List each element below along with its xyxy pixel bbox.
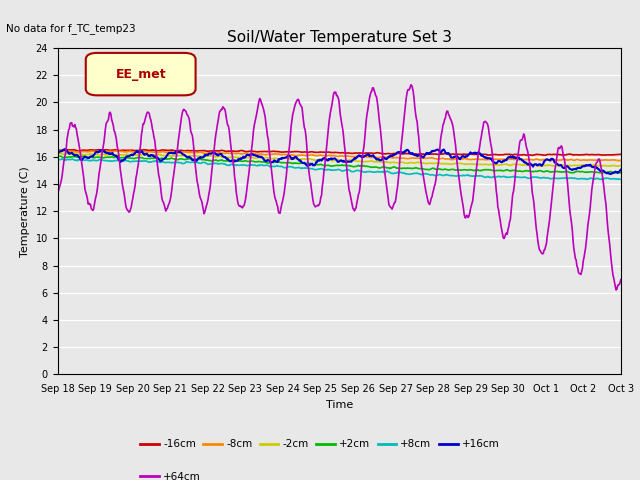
+8cm — [210, 161, 218, 167]
+8cm — [617, 177, 625, 182]
-8cm — [209, 150, 216, 156]
+8cm — [598, 177, 606, 182]
+8cm — [123, 158, 131, 164]
-2cm — [123, 151, 131, 157]
Line: +16cm: +16cm — [58, 149, 621, 174]
-8cm — [424, 155, 432, 161]
-8cm — [617, 158, 625, 164]
-2cm — [617, 163, 625, 168]
Line: +8cm: +8cm — [58, 159, 621, 180]
-8cm — [179, 149, 187, 155]
-16cm — [61, 147, 69, 153]
+2cm — [54, 154, 61, 160]
+16cm — [65, 150, 72, 156]
+2cm — [408, 166, 416, 171]
+64cm — [64, 132, 72, 137]
+2cm — [180, 156, 188, 162]
+16cm — [408, 150, 416, 156]
Line: +2cm: +2cm — [58, 156, 621, 173]
Line: -8cm: -8cm — [58, 151, 621, 161]
Line: +64cm: +64cm — [58, 85, 621, 290]
-8cm — [408, 155, 415, 161]
+2cm — [123, 155, 131, 160]
Text: EE_met: EE_met — [116, 68, 166, 81]
-8cm — [122, 149, 129, 155]
X-axis label: Time: Time — [326, 400, 353, 409]
+16cm — [180, 152, 188, 157]
+8cm — [180, 160, 188, 166]
+64cm — [617, 277, 625, 283]
+16cm — [54, 150, 61, 156]
Title: Soil/Water Temperature Set 3: Soil/Water Temperature Set 3 — [227, 30, 452, 46]
+2cm — [425, 167, 433, 172]
-16cm — [617, 152, 625, 157]
-16cm — [123, 147, 131, 153]
+2cm — [210, 157, 218, 163]
-2cm — [57, 151, 65, 156]
-16cm — [54, 147, 61, 153]
+8cm — [58, 156, 66, 162]
+64cm — [612, 287, 620, 293]
+8cm — [54, 157, 61, 163]
Line: -2cm: -2cm — [58, 154, 621, 166]
+2cm — [611, 170, 619, 176]
+64cm — [209, 160, 216, 166]
-2cm — [425, 160, 433, 166]
+64cm — [122, 203, 129, 208]
+64cm — [425, 201, 433, 206]
+16cm — [123, 154, 131, 159]
+64cm — [54, 190, 61, 195]
+2cm — [56, 153, 64, 159]
+8cm — [425, 172, 433, 178]
-16cm — [408, 151, 416, 156]
+64cm — [179, 108, 187, 113]
+64cm — [408, 85, 416, 91]
+16cm — [607, 171, 614, 177]
+16cm — [61, 146, 68, 152]
-2cm — [54, 151, 61, 157]
+16cm — [425, 151, 433, 157]
-2cm — [408, 160, 416, 166]
-16cm — [425, 151, 433, 157]
+16cm — [210, 150, 218, 156]
-2cm — [210, 153, 218, 159]
+2cm — [65, 154, 72, 160]
+16cm — [617, 167, 625, 173]
Legend: +64cm: +64cm — [136, 468, 205, 480]
-16cm — [210, 148, 218, 154]
+8cm — [65, 157, 72, 163]
+2cm — [617, 170, 625, 176]
-16cm — [529, 153, 536, 158]
FancyBboxPatch shape — [86, 53, 196, 96]
-2cm — [180, 153, 188, 159]
-8cm — [616, 158, 624, 164]
+8cm — [408, 171, 416, 177]
Line: -16cm: -16cm — [58, 150, 621, 156]
-16cm — [180, 148, 188, 154]
-16cm — [65, 147, 72, 153]
Y-axis label: Temperature (C): Temperature (C) — [20, 166, 30, 257]
Text: No data for f_TC_temp23: No data for f_TC_temp23 — [6, 23, 136, 34]
-2cm — [613, 163, 621, 169]
-8cm — [54, 148, 61, 154]
-2cm — [65, 151, 72, 156]
-8cm — [64, 148, 72, 154]
+64cm — [407, 82, 415, 88]
